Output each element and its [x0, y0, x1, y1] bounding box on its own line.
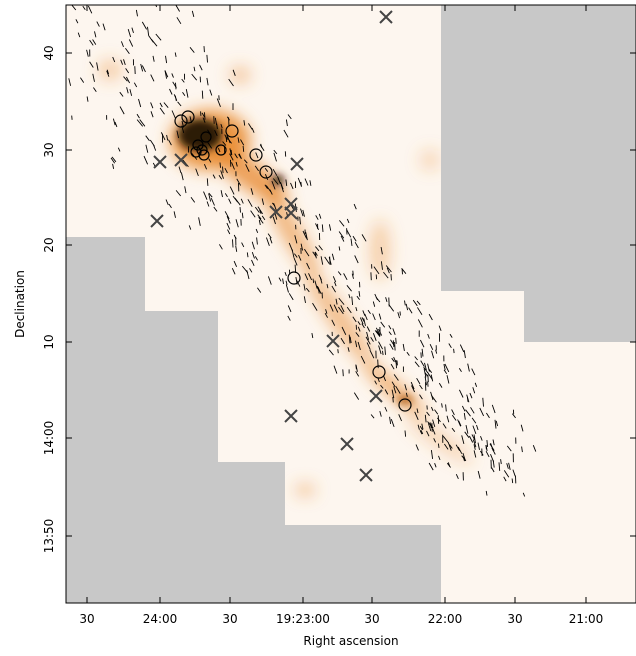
vector: [343, 369, 344, 376]
x-tick-label: 30: [507, 612, 522, 626]
y-tick-label: 13:50: [42, 519, 56, 554]
vector: [512, 479, 513, 484]
vector: [51, 38, 54, 42]
y-tick-label: 20: [42, 237, 56, 252]
vector: [378, 360, 379, 369]
x-tick-label: 24:00: [143, 612, 178, 626]
vector: [207, 178, 208, 186]
sky-image: [51, 3, 636, 603]
x-axis-title: Right ascension: [303, 634, 398, 648]
figure: 30 24:00 30 19:23:00 30 22:00 30 21:00 40 30 20 10…: [0, 0, 636, 656]
vector: [428, 382, 429, 387]
vector: [438, 444, 439, 448]
vector: [454, 349, 455, 353]
vector: [202, 91, 203, 99]
x-tick-label: 30: [79, 612, 94, 626]
y-axis-title: Declination: [13, 270, 27, 338]
vector: [205, 112, 206, 119]
vector: [467, 397, 468, 402]
x-tick-label: 21:00: [569, 612, 604, 626]
vector: [338, 349, 339, 353]
x-tick-label: 19:23:00: [276, 612, 330, 626]
y-tick-label: 10: [42, 334, 56, 349]
y-tick-label: 40: [42, 45, 56, 60]
vector: [383, 351, 384, 355]
x-tick-label: 30: [222, 612, 237, 626]
vector: [220, 163, 221, 168]
vector: [233, 239, 234, 247]
vector: [243, 146, 244, 152]
vector: [223, 167, 224, 174]
vector: [486, 445, 487, 449]
x-tick-label: 22:00: [428, 612, 463, 626]
y-tick-label: 30: [42, 142, 56, 157]
vector: [405, 431, 406, 437]
x-tick-label: 30: [364, 612, 379, 626]
vector: [395, 342, 396, 351]
vector: [240, 207, 241, 213]
vector: [207, 55, 208, 63]
vector: [393, 397, 394, 403]
y-tick-label: 14:00: [42, 421, 56, 456]
vector: [396, 338, 397, 344]
